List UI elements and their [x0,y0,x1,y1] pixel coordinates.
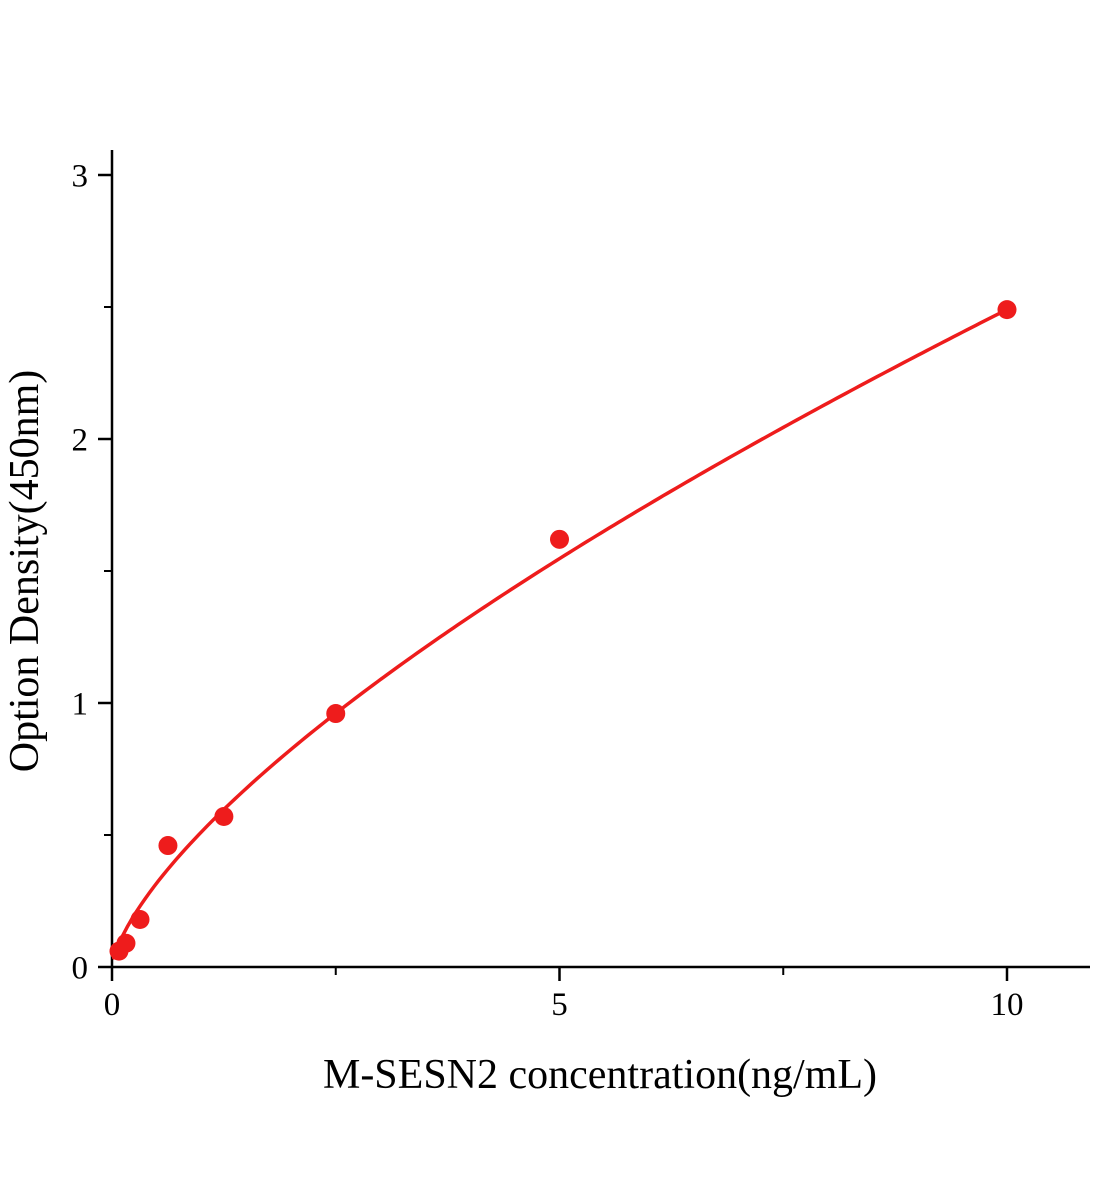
data-point-marker [550,529,569,549]
x-tick-label: 5 [551,987,568,1023]
x-axis-title: M-SESN2 concentration(ng/mL) [323,1052,877,1098]
x-tick-label: 10 [991,987,1024,1023]
y-axis-title: Option Density(450nm) [2,370,48,772]
x-tick-label: 0 [104,987,121,1023]
data-point-marker [116,933,136,953]
data-point-marker [214,807,234,827]
data-point-marker [997,300,1017,320]
y-tick-label: 2 [72,423,89,459]
data-point-marker [130,909,150,929]
standard-curve-path [112,307,1009,960]
y-tick-label: 1 [72,687,89,723]
data-points [109,300,1017,961]
y-tick-label: 0 [72,951,89,987]
axes [110,150,1090,969]
fit-curve [112,307,1009,960]
data-point-marker [326,704,346,724]
tick-labels: 0 5 10 0 1 2 3 [72,159,1024,1023]
data-point-marker [158,836,178,856]
tick-marks [98,173,1009,981]
y-tick-label: 3 [72,159,89,195]
